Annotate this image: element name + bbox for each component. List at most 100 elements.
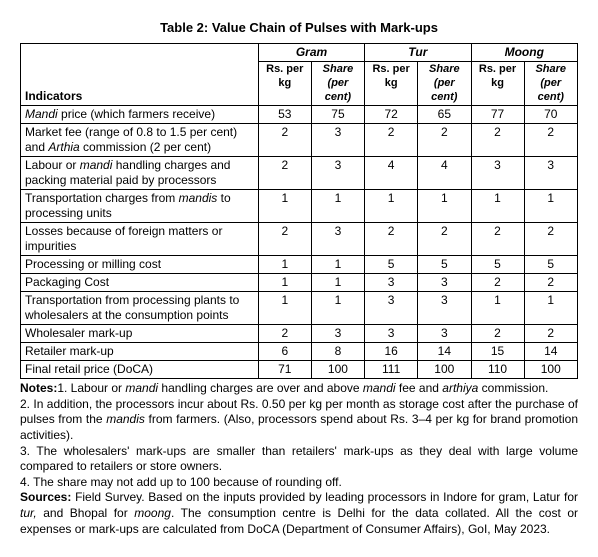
value-cell: 1 xyxy=(258,274,311,292)
indicator-cell: Transportation charges from mandis to pr… xyxy=(21,190,259,223)
value-cell: 77 xyxy=(471,106,524,124)
table-row: Market fee (range of 0.8 to 1.5 per cent… xyxy=(21,124,578,157)
note-1-it1: mandi xyxy=(125,381,158,395)
note-1b: handling charges are over and above xyxy=(158,381,363,395)
value-cell: 1 xyxy=(258,190,311,223)
value-cell: 75 xyxy=(311,106,364,124)
sub-rs-tur: Rs. per kg xyxy=(365,62,418,106)
value-cell: 3 xyxy=(471,157,524,190)
sub-share-gram: Share (per cent) xyxy=(311,62,364,106)
table-title: Table 2: Value Chain of Pulses with Mark… xyxy=(20,20,578,35)
value-cell: 5 xyxy=(365,256,418,274)
table-row: Packaging Cost113322 xyxy=(21,274,578,292)
value-cell: 5 xyxy=(418,256,471,274)
table-row: Transportation charges from mandis to pr… xyxy=(21,190,578,223)
src-it2: moong xyxy=(134,506,171,520)
table-row: Processing or milling cost115555 xyxy=(21,256,578,274)
value-cell: 100 xyxy=(311,361,364,379)
value-cell: 1 xyxy=(311,256,364,274)
value-cell: 1 xyxy=(258,292,311,325)
value-cell: 2 xyxy=(365,223,418,256)
indicator-cell: Transportation from processing plants to… xyxy=(21,292,259,325)
group-gram: Gram xyxy=(258,44,364,62)
note-4: 4. The share may not add up to 100 becau… xyxy=(20,475,342,489)
table-row: Mandi price (which farmers receive)53757… xyxy=(21,106,578,124)
value-cell: 1 xyxy=(365,190,418,223)
src-a: Field Survey. Based on the inputs provid… xyxy=(71,490,578,504)
note-1a: 1. Labour or xyxy=(57,381,125,395)
value-cell: 2 xyxy=(258,157,311,190)
indicators-header: Indicators xyxy=(21,44,259,106)
value-cell: 2 xyxy=(258,124,311,157)
value-cell: 16 xyxy=(365,343,418,361)
group-moong: Moong xyxy=(471,44,577,62)
value-cell: 53 xyxy=(258,106,311,124)
value-cell: 1 xyxy=(418,190,471,223)
table-row: Labour or mandi handling charges and pac… xyxy=(21,157,578,190)
value-cell: 2 xyxy=(524,124,577,157)
notes-block: Notes:1. Labour or mandi handling charge… xyxy=(20,381,578,537)
group-tur: Tur xyxy=(365,44,471,62)
value-cell: 3 xyxy=(365,292,418,325)
value-cell: 2 xyxy=(418,223,471,256)
value-cell: 72 xyxy=(365,106,418,124)
value-cell: 1 xyxy=(471,190,524,223)
indicator-cell: Losses because of foreign matters or imp… xyxy=(21,223,259,256)
table-row: Retailer mark-up6816141514 xyxy=(21,343,578,361)
notes-prefix: Notes: xyxy=(20,381,57,395)
sub-rs-moong: Rs. per kg xyxy=(471,62,524,106)
value-cell: 100 xyxy=(524,361,577,379)
value-cell: 14 xyxy=(418,343,471,361)
note-1d: commission. xyxy=(478,381,548,395)
note-1-it3: arthiya xyxy=(442,381,478,395)
indicator-cell: Market fee (range of 0.8 to 1.5 per cent… xyxy=(21,124,259,157)
value-cell: 2 xyxy=(524,325,577,343)
value-cell: 2 xyxy=(471,274,524,292)
value-cell: 100 xyxy=(418,361,471,379)
value-cell: 3 xyxy=(311,124,364,157)
src-b: and Bhopal for xyxy=(37,506,135,520)
value-cell: 15 xyxy=(471,343,524,361)
table-body: Mandi price (which farmers receive)53757… xyxy=(21,106,578,379)
indicator-cell: Processing or milling cost xyxy=(21,256,259,274)
indicator-cell: Wholesaler mark-up xyxy=(21,325,259,343)
indicator-cell: Mandi price (which farmers receive) xyxy=(21,106,259,124)
value-cell: 2 xyxy=(365,124,418,157)
value-cell: 65 xyxy=(418,106,471,124)
value-cell: 1 xyxy=(311,190,364,223)
value-cell: 70 xyxy=(524,106,577,124)
table-row: Losses because of foreign matters or imp… xyxy=(21,223,578,256)
value-cell: 3 xyxy=(365,325,418,343)
value-cell: 3 xyxy=(311,157,364,190)
note-3: 3. The wholesalers' mark-ups are smaller… xyxy=(20,444,578,474)
value-cell: 2 xyxy=(418,124,471,157)
indicator-cell: Labour or mandi handling charges and pac… xyxy=(21,157,259,190)
src-it1: tur, xyxy=(20,506,37,520)
value-cell: 2 xyxy=(471,124,524,157)
value-cell: 3 xyxy=(418,274,471,292)
indicator-cell: Packaging Cost xyxy=(21,274,259,292)
pulses-table: Indicators Gram Tur Moong Rs. per kg Sha… xyxy=(20,43,578,379)
value-cell: 1 xyxy=(524,292,577,325)
value-cell: 3 xyxy=(311,325,364,343)
value-cell: 2 xyxy=(524,274,577,292)
note-1-it2: mandi xyxy=(363,381,396,395)
sources-prefix: Sources: xyxy=(20,490,71,504)
value-cell: 2 xyxy=(258,223,311,256)
value-cell: 1 xyxy=(258,256,311,274)
value-cell: 2 xyxy=(524,223,577,256)
value-cell: 5 xyxy=(524,256,577,274)
value-cell: 3 xyxy=(418,292,471,325)
table-row: Wholesaler mark-up233322 xyxy=(21,325,578,343)
indicator-cell: Final retail price (DoCA) xyxy=(21,361,259,379)
value-cell: 6 xyxy=(258,343,311,361)
value-cell: 3 xyxy=(524,157,577,190)
table-row: Final retail price (DoCA)711001111001101… xyxy=(21,361,578,379)
value-cell: 2 xyxy=(258,325,311,343)
value-cell: 1 xyxy=(471,292,524,325)
value-cell: 3 xyxy=(418,325,471,343)
indicator-cell: Retailer mark-up xyxy=(21,343,259,361)
value-cell: 1 xyxy=(524,190,577,223)
value-cell: 3 xyxy=(311,223,364,256)
note-2-it: mandis xyxy=(106,412,145,426)
